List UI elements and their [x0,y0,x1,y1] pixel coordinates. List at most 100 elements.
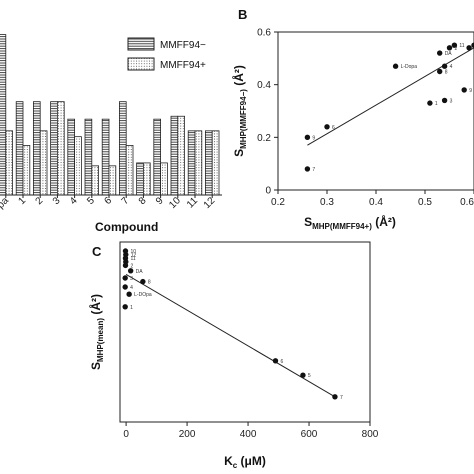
point-label: DA [445,51,453,57]
x-tick-label: 600 [301,429,318,440]
legend-swatch-mmff94-plus [127,57,155,71]
point-label: 10 [130,249,136,255]
point-3 [122,275,128,281]
point-label: 9 [312,135,315,141]
panel-b-x-axis-label: SMHP(MMFF94+) (Å²) [304,214,396,231]
point-label: 6 [332,125,335,131]
point-4 [441,63,448,69]
point-5 [300,372,306,378]
panel-a-legend: MMFF94− MMFF94+ [127,37,206,71]
panel-b-x-ticks: 0.2 0.3 0.4 0.5 0.6 [271,190,474,208]
bar-mmff94-plus-3 [57,101,65,196]
point-9 [304,134,311,141]
panel-c-y-axis-label: SMHP(mean) (Å²) [88,294,105,370]
point-label: 8 [148,280,151,286]
bar-mmff94-minus-11 [187,130,196,196]
panel-a-x-tick-label: 3 [51,195,63,207]
bar-mmff94-minus-3 [50,101,58,196]
point-label: 7 [312,167,315,173]
point-label: 1 [435,101,438,107]
panel-a-x-tick-label: 5 [85,195,97,207]
point-label: L-Dopa [401,64,418,70]
bar-mmff94-minus-9 [153,118,162,196]
point-label: 9 [469,88,472,94]
bar-mmff94-plus-6 [108,165,117,196]
panel-a-x-tick-label: 11 [185,195,200,210]
point-label: 4 [450,64,453,70]
legend-label-mmff94-plus: MMFF94+ [160,60,206,71]
point-6 [272,358,279,364]
bar-mmff94-plus-pa [5,130,14,196]
point-DA [127,268,134,274]
panel-a-bar-chart: pa 1 2 3 4 5 6 7 8 9 10 11 12 Compound MMFF94− MMFF9… [0,34,222,234]
point-label: 8 [445,70,448,76]
point-label: 12 [131,253,137,259]
panel-b-points: 7 9 6 L-Dopa 1 3 84 DA2 11 9 [304,42,474,173]
panel-a-x-tick-label: 4 [68,195,80,207]
point-9 [461,87,467,93]
bar-mmff94-minus-10 [170,115,179,196]
point-label: 5 [308,373,311,379]
panel-b-y-ticks: 0 0.2 0.4 0.6 [257,28,278,197]
bar-mmff94-minus-2 [33,101,41,196]
point-1 [427,100,433,106]
point-4 [122,284,128,290]
x-tick-label: 0.6 [460,197,474,208]
x-tick-label: 0.5 [418,197,432,208]
point-DA [437,50,443,56]
panel-b-fit-line [307,47,474,146]
bar-mmff94-minus-7 [119,101,127,196]
bar-mmff94-minus-1 [15,101,24,196]
point-label: 1 [130,305,133,311]
panel-c-x-ticks: 0 200 400 600 800 [123,422,379,440]
legend-label-mmff94-minus: MMFF94− [160,40,206,51]
point-label: 3 [450,98,453,104]
panel-a-x-tick-label: 6 [102,195,114,207]
panel-a-bars [0,34,220,196]
panel-c-fit-line [125,273,336,398]
legend-swatch-mmff94-minus [127,37,155,51]
point-unlabeled [471,42,474,48]
x-tick-label: 0.3 [320,197,334,208]
x-tick-label: 200 [179,429,196,440]
point-label: 2 [455,46,458,52]
bar-mmff94-plus-9 [160,162,168,196]
bar-mmff94-plus-1 [22,145,31,196]
panel-b-label: B [238,7,247,22]
point-unlabeled [466,45,472,51]
bar-mmff94-minus-4 [67,118,76,196]
point-3 [441,97,448,104]
x-tick-label: 0.2 [271,197,285,208]
y-tick-label: 0 [265,186,271,197]
x-tick-label: 400 [240,429,257,440]
point-1 [122,304,128,310]
panel-b-y-axis-label: SMHP(MMFF94−) (Å²) [231,65,248,157]
panel-a-x-tick-label: 9 [154,195,166,207]
bar-mmff94-plus-2 [39,130,48,196]
point-label: DA [136,269,144,275]
point-L-DOpa [126,291,132,297]
point-11 [451,42,458,48]
panel-a-x-tick-labels: pa 1 2 3 4 5 6 7 8 9 10 11 12 [0,195,218,211]
bar-mmff94-plus-4 [74,136,82,196]
point-2 [446,45,453,51]
point-8 [437,68,443,75]
x-tick-label: 800 [362,429,379,440]
bar-mmff94-minus-pa [0,34,7,196]
panel-c-x-axis-label: Kc (μM) [224,454,266,470]
point-L-Dopa [392,63,399,69]
panel-a-x-tick-label: 10 [167,195,183,211]
bar-mmff94-plus-11 [194,130,203,196]
point-label: 11 [459,43,464,49]
bar-mmff94-plus-8 [142,162,151,196]
point-label: 7 [340,395,343,401]
y-tick-label: 0.4 [257,80,271,91]
x-tick-label: 0 [123,429,129,440]
panel-a-x-tick-label: 12 [202,195,218,211]
panel-a-x-tick-label: pa [0,195,11,211]
bar-mmff94-minus-12 [204,130,213,196]
panel-c-label: C [92,244,102,259]
panel-a-x-tick-label: 1 [16,195,28,207]
